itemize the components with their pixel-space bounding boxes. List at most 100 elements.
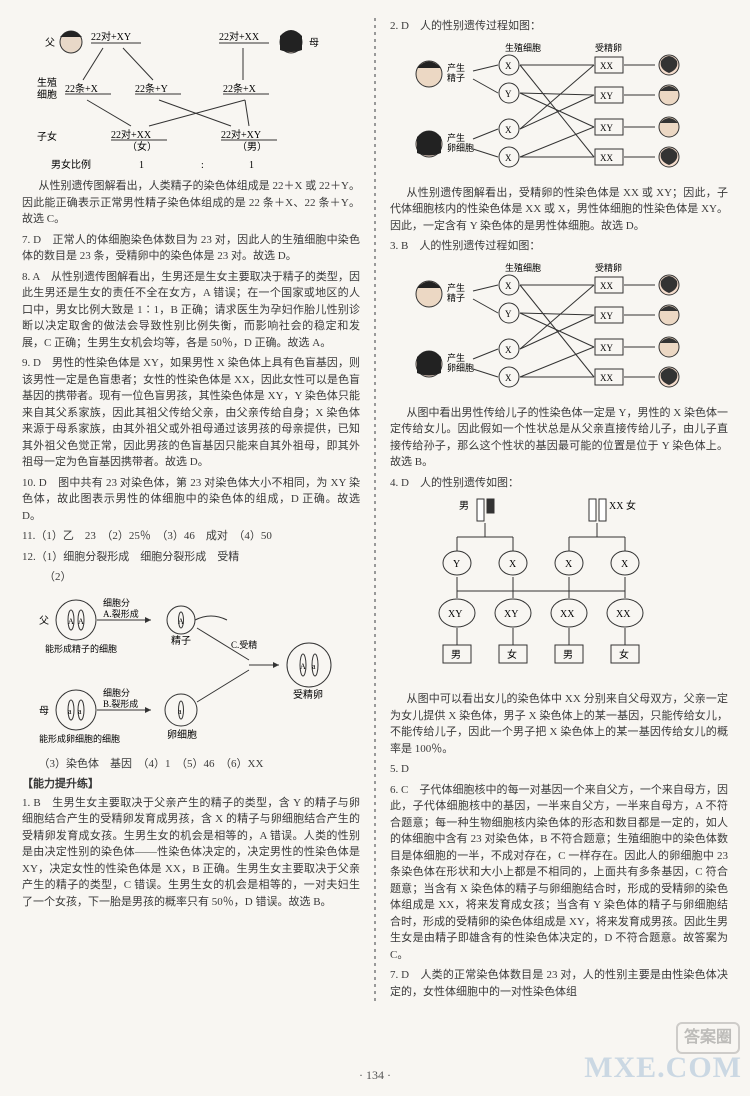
q12-sub2: （2）: [22, 569, 360, 586]
svg-text:Y: Y: [505, 309, 512, 319]
fig-sex-inherit-2: 生殖细胞 受精卵 产生精子 产生卵细胞 X Y X X XX XY XY XX: [390, 259, 728, 399]
svg-text:（男）: （男）: [237, 141, 267, 153]
svg-text:XX: XX: [616, 609, 631, 620]
svg-text:X: X: [505, 125, 512, 135]
svg-text:受精卵: 受精卵: [595, 262, 622, 273]
column-divider: [374, 18, 376, 1004]
svg-text:女: 女: [507, 648, 517, 661]
q7: 7. D 正常人的体细胞染色体数目为 23 对，因此人的生殖细胞中染色体的数目是…: [22, 232, 360, 265]
svg-text:男女比例: 男女比例: [51, 158, 91, 171]
svg-text:a: a: [78, 707, 82, 716]
label-father: 父: [45, 37, 55, 49]
svg-text:男: 男: [451, 649, 461, 661]
svg-text:产生: 产生: [447, 282, 465, 293]
svg-text:A.裂形成: A.裂形成: [103, 608, 139, 619]
svg-text:能形成精子的细胞: 能形成精子的细胞: [45, 643, 117, 654]
svg-text:A: A: [178, 617, 184, 626]
svg-text:父: 父: [39, 615, 49, 627]
svg-text:生殖细胞: 生殖细胞: [505, 42, 541, 53]
svg-text:Y: Y: [505, 89, 512, 99]
p-fig3: 从性别遗传图解看出，受精卵的性染色体是 XX 或 XY；因此，子代体细胞核内的性…: [390, 185, 728, 235]
fig-tree: 男 XX 女 Y X X X: [390, 495, 728, 685]
left-column: 父 22对+XY 22对+XX 母 生殖 细胞 22条+X 22条+Y: [22, 18, 360, 1004]
q11: 11.（1）乙 23 （2）25％ （3）46 成对 （4）50: [22, 528, 360, 545]
svg-text:受精卵: 受精卵: [595, 42, 622, 53]
svg-text:X: X: [509, 559, 517, 570]
q9: 9. D 男性的性染色体是 XY，如果男性 X 染色体上具有色盲基因，则该男性一…: [22, 355, 360, 471]
svg-text:A: A: [78, 617, 84, 626]
svg-text:母: 母: [309, 37, 319, 49]
svg-text:XY: XY: [600, 123, 613, 133]
svg-text:男: 男: [563, 649, 573, 661]
svg-text:XX: XX: [600, 373, 613, 383]
svg-text:（女）: （女）: [127, 140, 157, 153]
svg-text:Y: Y: [453, 559, 460, 570]
svg-text:B.裂形成: B.裂形成: [103, 698, 138, 709]
section-ability: 【能力提升练】: [22, 776, 360, 793]
q12-head: 12.（1）细胞分裂形成 细胞分裂形成 受精: [22, 549, 360, 566]
svg-text:X: X: [505, 153, 512, 163]
svg-text:22条+X: 22条+X: [223, 82, 257, 95]
svg-text:精子: 精子: [171, 634, 191, 647]
svg-text:C.受精: C.受精: [231, 639, 257, 650]
two-column-layout: 父 22对+XY 22对+XX 母 生殖 细胞 22条+X 22条+Y: [22, 18, 728, 1004]
svg-text:细胞分: 细胞分: [103, 687, 130, 698]
p-after-fig1: 从性别遗传图解看出，人类精子的染色体组成是 22＋X 或 22＋Y。因此能正确表…: [22, 178, 360, 228]
svg-text:22对+XY: 22对+XY: [91, 30, 131, 43]
q5: 5. D: [390, 761, 728, 778]
svg-text:精子: 精子: [447, 72, 465, 83]
svg-text:X: X: [565, 559, 573, 570]
svg-text:A: A: [300, 662, 306, 671]
q8: 8. A 从性别遗传图解看出，生男还是生女主要取决于精子的类型，因此生男还是生女…: [22, 269, 360, 352]
q12-3: （3）染色体 基因 （4）1 （5）46 （6）XX: [22, 756, 360, 773]
svg-text:X: X: [505, 373, 512, 383]
svg-text:a: a: [312, 662, 316, 671]
svg-text:精子: 精子: [447, 292, 465, 303]
svg-text:XX: XX: [600, 153, 613, 163]
svg-text:卵细胞: 卵细胞: [167, 728, 197, 741]
svg-text:生殖: 生殖: [37, 76, 57, 89]
fig-sex-inherit-1: 生殖细胞 受精卵 产生 精子 产生 卵细胞 X Y X X: [390, 39, 728, 179]
q4-head: 4. D 人的性别遗传如图：: [390, 475, 728, 492]
svg-text:X: X: [505, 61, 512, 71]
q3-head: 3. B 人的性别遗传过程如图：: [390, 238, 728, 255]
right-column: 2. D 人的性别遗传过程如图： 生殖细胞 受精卵 产生 精子 产生 卵细胞 X…: [390, 18, 728, 1004]
svg-text:XY: XY: [600, 91, 613, 101]
svg-text:XY: XY: [600, 343, 613, 353]
p-fig5: 从图中可以看出女儿的染色体中 XX 分别来自父母双方，父亲一定为女儿提供 X 染…: [390, 691, 728, 757]
svg-text:细胞分: 细胞分: [103, 597, 130, 608]
svg-text:22条+X: 22条+X: [65, 82, 99, 95]
q6: 6. C 子代体细胞核中的每一对基因一个来自父方，一个来自母方，因此，子代体细胞…: [390, 782, 728, 964]
svg-text:母: 母: [39, 705, 49, 717]
svg-text:细胞: 细胞: [37, 88, 57, 101]
q2-head: 2. D 人的性别遗传过程如图：: [390, 18, 728, 35]
svg-text:卵细胞: 卵细胞: [447, 142, 474, 153]
svg-text:22对+XX: 22对+XX: [219, 30, 260, 43]
svg-text:XX: XX: [600, 61, 613, 71]
p-fig4: 从图中看出男性传给儿子的性染色体一定是 Y，男性的 X 染色体一定传给女儿。因此…: [390, 405, 728, 471]
svg-text:22条+Y: 22条+Y: [135, 82, 168, 95]
svg-text:XY: XY: [448, 609, 462, 620]
fig-parent-cross: 父 22对+XY 22对+XX 母 生殖 细胞 22条+X 22条+Y: [22, 22, 360, 172]
svg-text:1: 1: [139, 160, 144, 171]
svg-text:X: X: [505, 281, 512, 291]
svg-text:产生: 产生: [447, 132, 465, 143]
svg-text:a: a: [178, 707, 182, 716]
svg-text:XX: XX: [560, 609, 575, 620]
svg-text:产生: 产生: [447, 352, 465, 363]
svg-text:产生: 产生: [447, 62, 465, 73]
svg-text:XY: XY: [504, 609, 518, 620]
a1: 1. B 生男生女主要取决于父亲产生的精子的类型，含 Y 的精子与卵细胞结合产生…: [22, 795, 360, 911]
fig-gamete-formation: AA 父 细胞分 A.裂形成 A 精子 能形成精子的细胞 aa 母: [22, 590, 360, 750]
svg-text:XX 女: XX 女: [609, 499, 636, 512]
svg-text:能形成卵细胞的细胞: 能形成卵细胞的细胞: [39, 733, 120, 744]
svg-text:X: X: [505, 345, 512, 355]
svg-text:X: X: [621, 559, 629, 570]
svg-text:A: A: [68, 617, 74, 626]
site-watermark: MXE.COM: [584, 1045, 742, 1090]
svg-text:生殖细胞: 生殖细胞: [505, 262, 541, 273]
svg-text::: :: [201, 160, 204, 171]
svg-text:22对+XY: 22对+XY: [221, 128, 261, 141]
svg-text:女: 女: [619, 648, 629, 661]
q7r: 7. D 人类的正常染色体数目是 23 对，人的性别主要是由性染色体决定的，女性…: [390, 967, 728, 1000]
